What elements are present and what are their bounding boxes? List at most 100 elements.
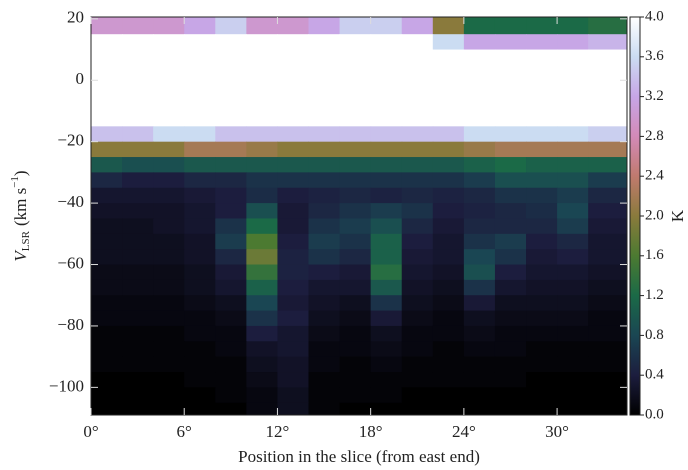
heatmap-cell: [308, 372, 341, 388]
heatmap-cell: [339, 233, 372, 250]
heatmap-cell: [91, 402, 123, 416]
x-tick-label: 0°: [83, 422, 98, 441]
y-label-close: ): [11, 170, 30, 176]
heatmap-cell: [401, 233, 434, 250]
heatmap-cell: [91, 325, 123, 342]
heatmap-cell: [401, 110, 434, 127]
heatmap-cell: [557, 172, 589, 189]
heatmap-cell: [184, 172, 216, 189]
x-tick-label: 6°: [177, 422, 192, 441]
heatmap-cell: [370, 126, 403, 143]
heatmap-cell: [339, 126, 372, 143]
heatmap-cell: [526, 64, 558, 81]
heatmap-cell: [401, 126, 434, 143]
heatmap-cell: [277, 80, 310, 97]
heatmap-cell: [432, 264, 465, 281]
heatmap-cell: [91, 17, 123, 35]
heatmap-cell: [215, 218, 247, 235]
heatmap-cell: [557, 341, 589, 358]
x-tick-label: 24°: [452, 422, 476, 441]
heatmap-cell: [526, 402, 558, 416]
heatmap-cell: [184, 295, 216, 312]
heatmap-cell: [339, 356, 372, 373]
heatmap-cell: [432, 17, 465, 35]
heatmap-cell: [91, 264, 123, 281]
heatmap-cell: [463, 157, 496, 173]
heatmap-cell: [122, 49, 154, 66]
heatmap-cell: [308, 80, 341, 97]
heatmap-cell: [370, 80, 403, 97]
colorbar-tick-label: 3.6: [645, 48, 664, 64]
heatmap-cell: [401, 157, 434, 173]
heatmap-cell: [401, 203, 434, 219]
heatmap-cell: [588, 249, 628, 266]
heatmap-cell: [246, 402, 278, 416]
heatmap-cell: [184, 141, 216, 158]
heatmap-cell: [184, 157, 216, 173]
heatmap-cell: [215, 126, 247, 143]
heatmap-cell: [153, 157, 185, 173]
heatmap-cell: [432, 279, 465, 296]
heatmap-cell: [308, 172, 341, 189]
heatmap-cell: [494, 157, 527, 173]
heatmap-cell: [339, 203, 372, 219]
heatmap-cell: [588, 17, 628, 35]
heatmap-cell: [277, 341, 310, 358]
heatmap-cell: [463, 356, 496, 373]
heatmap-cell: [370, 110, 403, 127]
heatmap-cell: [153, 95, 185, 112]
heatmap-cell: [153, 310, 185, 327]
heatmap-cell: [153, 203, 185, 219]
heatmap-cell: [588, 187, 628, 204]
heatmap-cell: [401, 141, 434, 158]
heatmap-cell: [432, 356, 465, 373]
heatmap-cell: [463, 341, 496, 358]
heatmap-cell: [308, 203, 341, 219]
heatmap-cell: [463, 310, 496, 327]
heatmap-cell: [588, 341, 628, 358]
heatmap-cell: [277, 64, 310, 81]
heatmap-cell: [246, 249, 278, 266]
heatmap-cell: [153, 249, 185, 266]
heatmap-cell: [122, 17, 154, 35]
heatmap-cell: [432, 80, 465, 97]
heatmap-cell: [463, 80, 496, 97]
heatmap-cell: [463, 203, 496, 219]
heatmap-cell: [91, 95, 123, 112]
heatmap-cell: [339, 157, 372, 173]
heatmap-cell: [526, 187, 558, 204]
heatmap-cell: [463, 264, 496, 281]
plot-frame: [90, 16, 628, 416]
heatmap-cell: [463, 141, 496, 158]
heatmap-cell: [370, 233, 403, 250]
heatmap-cell: [153, 387, 185, 404]
heatmap-cell: [557, 372, 589, 388]
heatmap-cell: [370, 157, 403, 173]
heatmap-cell: [339, 341, 372, 358]
heatmap-cell: [308, 279, 341, 296]
heatmap-cell: [184, 110, 216, 127]
colorbar: [629, 16, 641, 416]
x-tick-label: 12°: [266, 422, 290, 441]
heatmap-cell: [526, 295, 558, 312]
heatmap-cell: [432, 203, 465, 219]
heatmap-cell: [215, 172, 247, 189]
heatmap-cell: [526, 233, 558, 250]
heatmap-cell: [215, 233, 247, 250]
heatmap-cell: [557, 80, 589, 97]
heatmap-cell: [339, 80, 372, 97]
heatmap-cell: [432, 295, 465, 312]
heatmap-cell: [215, 387, 247, 404]
heatmap-cell: [557, 34, 589, 51]
y-label-unit: (km s: [11, 188, 30, 226]
heatmap-cell: [91, 356, 123, 373]
heatmap-cell: [526, 126, 558, 143]
heatmap-cell: [184, 80, 216, 97]
heatmap-cell: [401, 95, 434, 112]
heatmap-cell: [277, 233, 310, 250]
heatmap-cell: [557, 187, 589, 204]
heatmap-cell: [401, 34, 434, 51]
heatmap-cell: [277, 49, 310, 66]
heatmap-cell: [557, 157, 589, 173]
heatmap-cell: [588, 203, 628, 219]
